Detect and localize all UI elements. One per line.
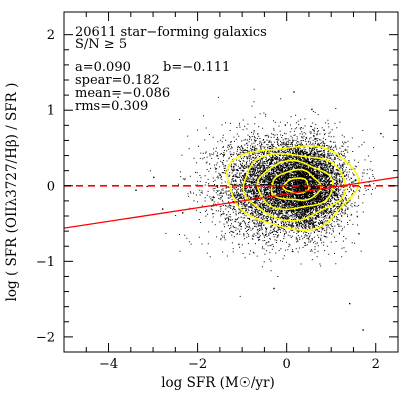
x-tick-label: −4 <box>99 357 118 372</box>
y-tick-label: −2 <box>36 330 55 345</box>
outlier-point-0 <box>117 96 119 98</box>
annotation-rms: rms=0.309 <box>75 99 148 114</box>
outlier-point-8 <box>293 91 295 93</box>
outlier-point-1 <box>146 185 148 188</box>
y-tick-label: 1 <box>47 104 55 119</box>
outlier-point-9 <box>311 108 313 111</box>
contour-level-1 <box>226 144 360 232</box>
outlier-point-2 <box>153 176 155 179</box>
y-tick-label: −1 <box>36 255 55 270</box>
plot-frame <box>63 11 399 353</box>
x-axis-label: log SFR (M☉/yr) <box>161 375 275 391</box>
y-tick-label: 0 <box>47 179 55 194</box>
annotation-slope: a=0.090 <box>75 60 131 75</box>
axis-tick-labels: −4 −2 0 2 −2 −1 0 1 2 <box>36 28 380 372</box>
x-tick-label: 0 <box>283 357 291 372</box>
fit-lines <box>64 176 398 229</box>
outlier-point-6 <box>349 302 351 305</box>
annotation-sample-size: 20611 star−forming galaxics <box>75 25 267 40</box>
x-tick-label: 2 <box>372 357 380 372</box>
scatter-cloud <box>149 88 384 297</box>
outlier-point-11 <box>380 132 382 135</box>
outlier-points <box>117 91 382 331</box>
outlier-point-5 <box>182 212 184 214</box>
x-tick-label: −2 <box>188 357 207 372</box>
annotation-sn-cut: S/N ≥ 5 <box>75 37 127 52</box>
outlier-point-4 <box>162 208 164 210</box>
linear-fit-line <box>64 176 398 229</box>
plot-area <box>64 88 398 331</box>
axis-ticks <box>63 12 399 352</box>
outlier-point-3 <box>135 189 137 191</box>
y-tick-label: 2 <box>47 28 55 43</box>
annotation-block: 20611 star−forming galaxics S/N ≥ 5 a=0.… <box>75 25 267 114</box>
annotation-spearman: spear=0.182 <box>75 73 160 88</box>
contour-level-2 <box>242 152 347 222</box>
outlier-point-7 <box>362 329 364 331</box>
y-axis-label: log ( SFR (OIIλ3727/Hβ) / SFR ) <box>4 83 20 302</box>
annotation-intercept: b=−0.111 <box>163 60 230 75</box>
scatter-points <box>149 88 384 297</box>
outlier-point-10 <box>273 287 275 290</box>
annotation-mean: mean=−0.086 <box>75 86 170 101</box>
